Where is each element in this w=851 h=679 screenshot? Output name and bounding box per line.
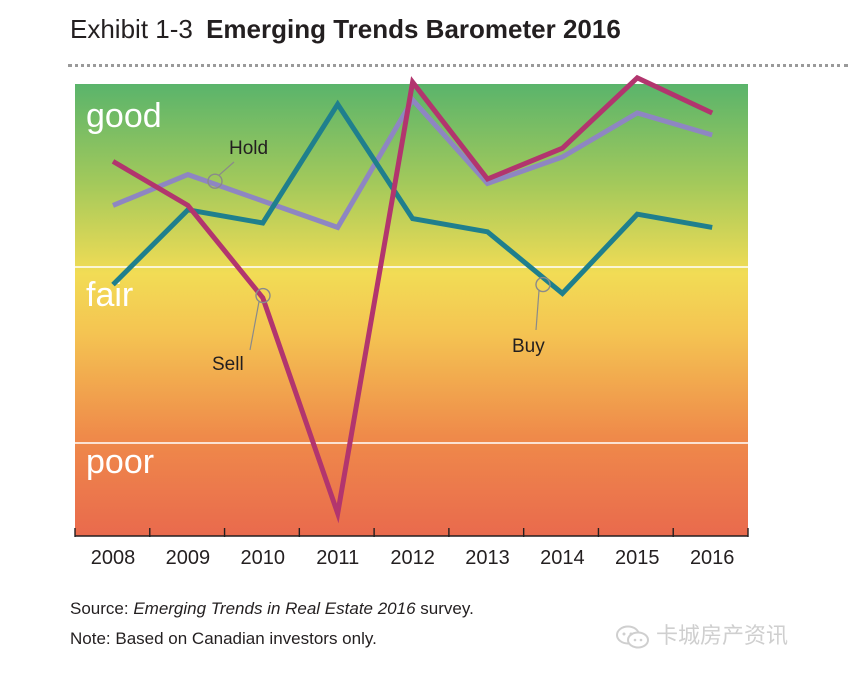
band-label-poor: poor [86, 443, 154, 481]
series-line-buy [111, 99, 713, 297]
source-line: Source: Emerging Trends in Real Estate 2… [70, 599, 474, 618]
plot-background [75, 84, 748, 536]
chat-bubbles-icon [616, 625, 649, 649]
dotted-divider [68, 64, 848, 67]
annotation-label-sell: Sell [212, 354, 244, 375]
x-tick-label: 2008 [91, 547, 136, 569]
x-tick-label: 2010 [241, 547, 286, 569]
annotation-label-hold: Hold [229, 138, 268, 159]
note-line: Note: Based on Canadian investors only. [70, 629, 377, 648]
notes: Source: Emerging Trends in Real Estate 2… [70, 594, 474, 654]
x-tick-label: 2012 [390, 547, 435, 569]
x-tick-label: 2015 [615, 547, 660, 569]
chart-title: Emerging Trends Barometer 2016 [206, 14, 621, 44]
annotation-marker [535, 276, 551, 293]
x-tick-label: 2011 [316, 547, 359, 569]
watermark: 卡城房产资讯 [616, 618, 788, 650]
annotation-leader [218, 161, 235, 176]
x-tick-label: 2013 [465, 547, 510, 569]
band-label-fair: fair [86, 276, 133, 314]
series-line-hold [112, 95, 713, 231]
annotation-leader [535, 290, 540, 331]
x-tick-label: 2016 [690, 547, 735, 569]
source-title: Emerging Trends in Real Estate 2016 [133, 599, 416, 618]
exhibit-title: Exhibit 1-3 Emerging Trends Barometer 20… [70, 14, 621, 45]
series-line-sell [111, 74, 714, 524]
annotation-leader [249, 301, 260, 351]
x-tick-label: 2009 [166, 547, 211, 569]
annotation-marker [207, 173, 223, 189]
x-tick-label: 2014 [540, 547, 585, 569]
annotation-marker [255, 287, 271, 304]
annotation-label-buy: Buy [512, 336, 545, 357]
watermark-text: 卡城房产资讯 [656, 623, 789, 648]
exhibit-number: Exhibit 1-3 [70, 14, 193, 44]
band-label-good: good [86, 97, 162, 135]
